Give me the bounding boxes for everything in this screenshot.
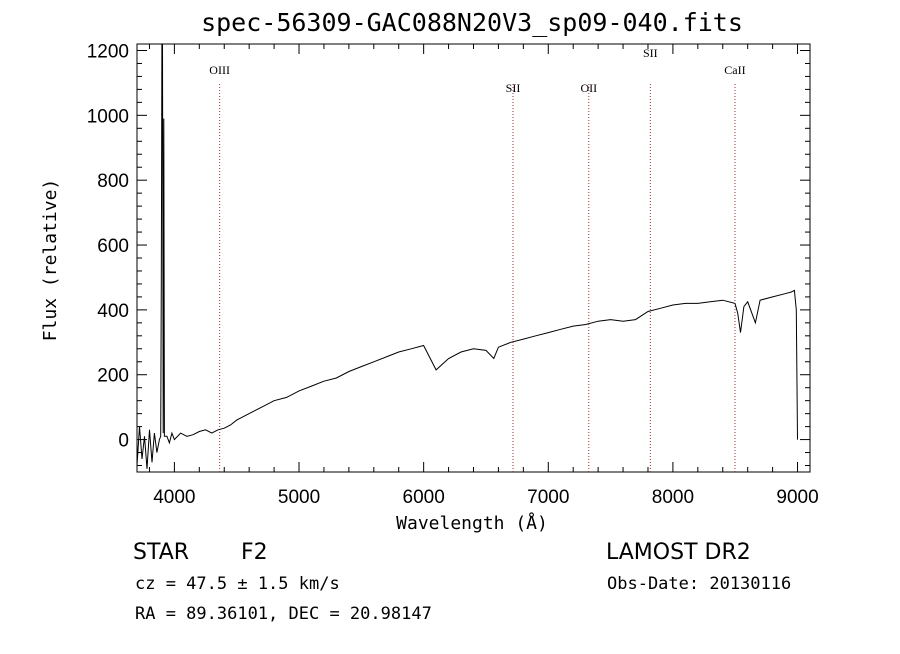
object-class: STAR	[133, 540, 189, 565]
series-group	[136, 43, 798, 469]
spectrum-series-0	[136, 43, 798, 469]
y-tick-label: 800	[97, 171, 129, 192]
line-marker-label: CaII	[724, 63, 745, 77]
x-tick-label: 6000	[403, 487, 445, 508]
y-tick-label: 600	[97, 236, 129, 257]
line-markers: OIII SII OII SII CaII	[209, 46, 746, 472]
y-tick-label: 1000	[87, 106, 129, 127]
y-tick-label: 200	[97, 366, 129, 387]
coordinates: RA = 89.36101, DEC = 20.98147	[135, 604, 432, 624]
x-tick-label: 9000	[776, 487, 818, 508]
axis-ticks	[137, 44, 810, 472]
y-axis-label: Flux (relative)	[40, 179, 61, 342]
x-tick-label: 8000	[652, 487, 694, 508]
survey-name: LAMOST DR2	[606, 540, 751, 565]
y-tick-label: 0	[118, 431, 129, 452]
x-tick-label: 7000	[527, 487, 569, 508]
x-tick-label: 5000	[278, 487, 320, 508]
line-marker-label: OIII	[209, 63, 230, 77]
plot-frame	[136, 43, 811, 473]
redshift-cz: cz = 47.5 ± 1.5 km/s	[135, 574, 340, 594]
line-marker-label: SII	[643, 46, 658, 60]
chart-title: spec-56309-GAC088N20V3_sp09-040.fits	[201, 8, 743, 37]
line-marker-label: OII	[580, 81, 597, 95]
obs-date: Obs-Date: 20130116	[607, 574, 791, 594]
tick-labels: 4000 5000 6000 7000 8000 9000 0 200 400 600 800 100…	[87, 41, 819, 508]
x-tick-label: 4000	[153, 487, 195, 508]
y-tick-label: 400	[97, 301, 129, 322]
x-axis-label: Wavelength (Å)	[396, 512, 548, 534]
line-marker-label: SII	[506, 81, 521, 95]
y-tick-label: 1200	[87, 41, 129, 62]
object-subclass: F2	[241, 540, 268, 565]
